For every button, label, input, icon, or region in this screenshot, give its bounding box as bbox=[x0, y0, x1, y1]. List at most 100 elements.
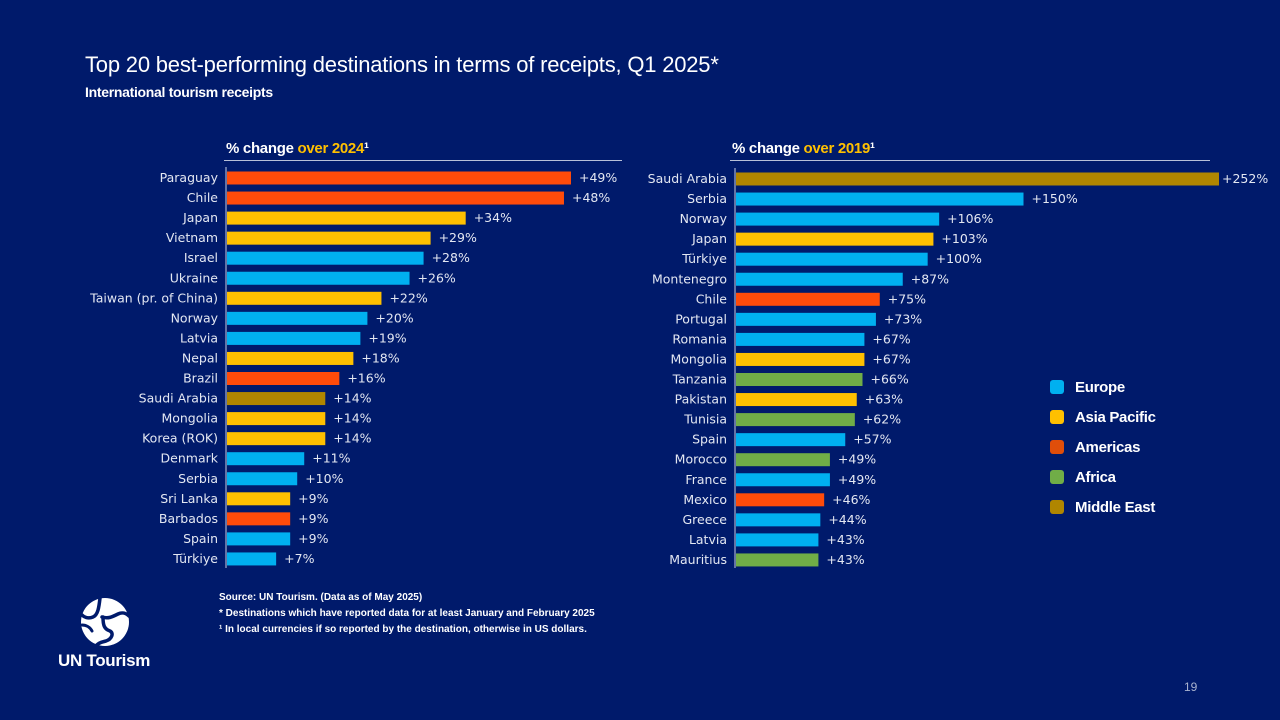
right-bar-portugal bbox=[736, 312, 876, 326]
left-category-label: Latvia bbox=[180, 330, 218, 345]
left-bar-israel bbox=[227, 251, 424, 265]
left-bar-norway bbox=[227, 311, 368, 325]
left-bar-denmark bbox=[227, 452, 305, 466]
right-value-label: +44% bbox=[828, 512, 866, 527]
left-value-label: +14% bbox=[333, 391, 371, 406]
right-category-label: Mauritius bbox=[669, 552, 727, 567]
legend-swatch-europe bbox=[1050, 380, 1064, 394]
left-value-label: +9% bbox=[298, 531, 328, 546]
left-category-label: Denmark bbox=[161, 451, 219, 466]
left-category-label: Serbia bbox=[178, 471, 218, 486]
left-bar-latvia bbox=[227, 331, 361, 345]
slide-subtitle: International tourism receipts bbox=[85, 84, 273, 100]
right-value-label: +75% bbox=[888, 291, 926, 306]
right-category-label: Tanzania bbox=[672, 372, 727, 387]
right-category-label: Pakistan bbox=[675, 392, 727, 407]
legend-label: Asia Pacific bbox=[1075, 408, 1156, 426]
left-value-label: +14% bbox=[333, 431, 371, 446]
left-category-label: Korea (ROK) bbox=[142, 431, 218, 446]
right-category-label: Saudi Arabia bbox=[648, 171, 727, 186]
left-category-label: Türkiye bbox=[172, 551, 218, 566]
left-category-label: Barbados bbox=[159, 511, 218, 526]
legend-item-asia-pacific: Asia Pacific bbox=[1050, 402, 1156, 432]
right-category-label: Greece bbox=[683, 512, 728, 527]
left-value-label: +7% bbox=[284, 551, 314, 566]
right-category-label: Morocco bbox=[675, 452, 727, 467]
right-bar-chile bbox=[736, 292, 880, 306]
left-value-label: +19% bbox=[368, 330, 406, 345]
right-bar-mexico bbox=[736, 493, 825, 507]
right-value-label: +252% bbox=[1222, 171, 1268, 186]
right-value-label: +46% bbox=[832, 492, 870, 507]
right-category-label: Tunisia bbox=[683, 412, 727, 427]
left-bar-nepal bbox=[227, 351, 354, 365]
left-value-label: +29% bbox=[439, 230, 477, 245]
slide-title: Top 20 best-performing destinations in t… bbox=[85, 52, 719, 77]
right-chart-title-suffix: ¹ bbox=[870, 140, 875, 157]
left-bar-mongolia bbox=[227, 412, 326, 426]
left-bar-japan bbox=[227, 211, 466, 225]
right-bar-morocco bbox=[736, 453, 830, 467]
left-value-label: +9% bbox=[298, 511, 328, 526]
right-bar-tanzania bbox=[736, 373, 863, 386]
left-value-label: +20% bbox=[375, 310, 413, 325]
left-category-label: Brazil bbox=[183, 371, 218, 386]
legend-label: Americas bbox=[1075, 438, 1141, 456]
right-chart-title-prefix: % change bbox=[732, 140, 804, 157]
left-value-label: +11% bbox=[312, 451, 350, 466]
left-chart-title-highlight: over 2024 bbox=[297, 140, 365, 157]
right-category-label: Romania bbox=[672, 331, 727, 346]
right-category-label: Spain bbox=[692, 432, 727, 447]
left-category-label: Israel bbox=[184, 250, 218, 265]
star-footnote: * Destinations which have reported data … bbox=[219, 608, 595, 619]
left-value-label: +9% bbox=[298, 491, 328, 506]
legend-item-middle-east: Middle East bbox=[1050, 492, 1156, 522]
left-category-label: Sri Lanka bbox=[160, 491, 218, 506]
left-category-label: Norway bbox=[171, 310, 219, 325]
left-value-label: +28% bbox=[432, 250, 470, 265]
right-value-label: +63% bbox=[865, 392, 903, 407]
superscript-footnote: ¹ In local currencies if so reported by … bbox=[219, 624, 587, 635]
left-value-label: +49% bbox=[579, 170, 617, 185]
right-value-label: +67% bbox=[872, 331, 910, 346]
right-value-label: +67% bbox=[872, 351, 910, 366]
right-value-label: +150% bbox=[1032, 191, 1078, 206]
left-bar-serbia bbox=[227, 472, 298, 486]
left-value-label: +18% bbox=[361, 350, 399, 365]
left-category-label: Japan bbox=[182, 210, 218, 225]
right-bar-latvia bbox=[736, 533, 819, 547]
legend-label: Europe bbox=[1075, 378, 1125, 396]
legend-swatch-americas bbox=[1050, 440, 1064, 454]
right-value-label: +100% bbox=[936, 251, 982, 266]
right-category-label: Portugal bbox=[675, 311, 727, 326]
region-legend: Europe Asia Pacific Americas Africa Midd… bbox=[1050, 372, 1156, 522]
legend-swatch-asia-pacific bbox=[1050, 410, 1064, 424]
right-category-label: Serbia bbox=[687, 191, 727, 206]
right-category-label: Latvia bbox=[689, 532, 727, 547]
left-bar-saudi-arabia bbox=[227, 392, 326, 406]
left-bar-taiwan-pr-of-china- bbox=[227, 291, 382, 305]
left-value-label: +14% bbox=[333, 411, 371, 426]
right-value-label: +57% bbox=[853, 432, 891, 447]
right-value-label: +62% bbox=[863, 412, 901, 427]
legend-swatch-africa bbox=[1050, 470, 1064, 484]
right-chart-title-highlight: over 2019 bbox=[803, 140, 871, 157]
right-category-label: Norway bbox=[680, 211, 728, 226]
left-value-label: +16% bbox=[347, 371, 385, 386]
legend-swatch-middle-east bbox=[1050, 500, 1064, 514]
right-bar-pakistan bbox=[736, 393, 857, 407]
left-bar-ukraine bbox=[227, 271, 410, 285]
page-number: 19 bbox=[1184, 680, 1198, 694]
left-category-label: Nepal bbox=[182, 350, 218, 365]
left-category-label: Spain bbox=[183, 531, 218, 546]
left-value-label: +34% bbox=[474, 210, 512, 225]
un-tourism-logo-icon bbox=[80, 596, 131, 648]
legend-item-europe: Europe bbox=[1050, 372, 1156, 402]
left-bar-brazil bbox=[227, 372, 340, 385]
right-value-label: +73% bbox=[884, 311, 922, 326]
left-chart-title-prefix: % change bbox=[226, 140, 298, 157]
legend-item-africa: Africa bbox=[1050, 462, 1156, 492]
left-chart-title-rule bbox=[224, 160, 622, 161]
left-bar-korea-rok- bbox=[227, 432, 326, 446]
left-bar-chile bbox=[227, 191, 564, 205]
